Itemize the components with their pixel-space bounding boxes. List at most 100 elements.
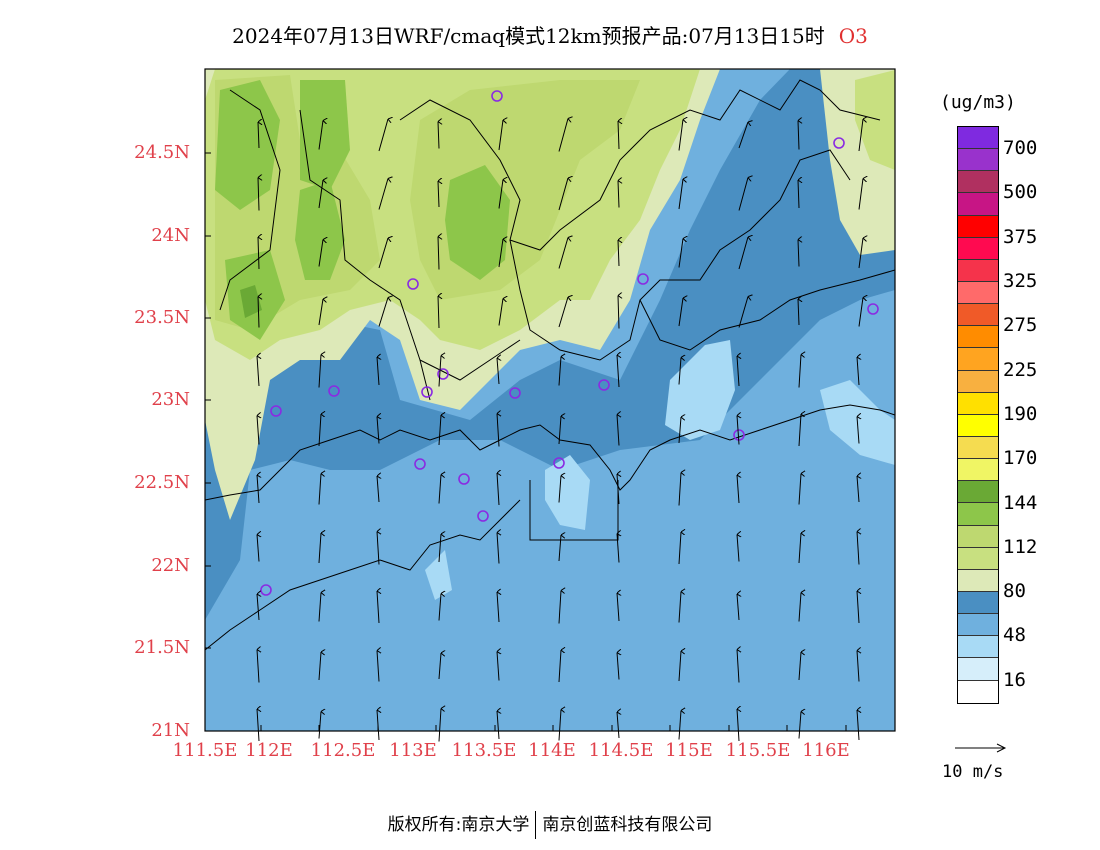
colorbar-label: 325 xyxy=(1003,270,1038,293)
wind-vector xyxy=(318,240,323,267)
lon-label-115.5: 115.5E xyxy=(725,740,791,761)
wind-vector xyxy=(438,653,441,680)
colorbar-swatch xyxy=(958,326,998,349)
wind-vector xyxy=(736,416,739,445)
wind-vector xyxy=(798,474,801,505)
colorbar-label: 112 xyxy=(1003,535,1038,558)
lon-label-112: 112E xyxy=(245,740,293,761)
wind-vector xyxy=(856,357,859,386)
colorbar-label: 225 xyxy=(1003,358,1038,381)
wind-vector xyxy=(257,237,259,270)
wind-vector xyxy=(496,358,499,385)
wind-vector xyxy=(438,534,441,563)
wind-vector xyxy=(438,709,441,742)
wind-vector xyxy=(736,535,739,562)
wind-vector xyxy=(858,119,863,152)
wind-vector xyxy=(378,179,388,210)
wind-vector xyxy=(856,532,859,565)
wind-vector xyxy=(738,237,748,270)
wind-vector xyxy=(798,533,801,564)
wind-vector xyxy=(738,122,748,149)
wind-vectors xyxy=(256,119,863,742)
colorbar-swatch xyxy=(958,547,998,570)
wind-vector xyxy=(496,652,499,681)
station-markers xyxy=(260,90,879,596)
wind-vector xyxy=(678,298,683,327)
colorbar-label: 144 xyxy=(1003,491,1038,514)
wind-vector xyxy=(257,178,259,211)
colorbar-swatch xyxy=(958,281,998,305)
colorbar-label: 700 xyxy=(1003,137,1038,160)
wind-vector xyxy=(736,475,739,504)
colorbar-label: 500 xyxy=(1003,181,1038,204)
lat-label-21: 21N xyxy=(151,720,190,741)
wind-vector xyxy=(616,653,619,680)
wind-vector xyxy=(558,416,561,445)
lon-label-112.5: 112.5E xyxy=(310,740,376,761)
lon-label-113: 113E xyxy=(389,740,437,761)
colorbar-swatch xyxy=(958,149,998,172)
colorbar xyxy=(957,126,999,704)
colorbar-swatch xyxy=(958,658,998,681)
wind-vector xyxy=(498,180,503,209)
concentration-field xyxy=(205,69,895,731)
lat-label-22: 22N xyxy=(151,555,190,576)
wind-vector xyxy=(798,355,801,388)
wind-vector xyxy=(617,181,619,208)
wind-vector xyxy=(376,591,379,624)
colorbar-swatch xyxy=(958,304,998,327)
wind-vector xyxy=(496,533,499,564)
colorbar-swatch xyxy=(958,348,998,371)
wind-vector xyxy=(256,594,259,621)
colorbar-swatch xyxy=(958,569,998,592)
wind-vector xyxy=(498,299,503,326)
wind-vector xyxy=(738,178,748,211)
colorbar-label: 375 xyxy=(1003,225,1038,248)
wind-vector xyxy=(616,712,619,739)
colorbar-swatch xyxy=(958,193,998,216)
colorbar-swatch xyxy=(958,614,998,637)
lon-label-114: 114E xyxy=(528,740,576,761)
wind-vector xyxy=(376,357,379,386)
colorbar-label: 48 xyxy=(1003,624,1026,647)
wind-vector xyxy=(438,475,441,504)
wind-vector xyxy=(376,532,379,565)
wind-vector xyxy=(617,121,619,150)
lon-label-111.5: 111.5E xyxy=(172,740,238,761)
wind-vector xyxy=(558,238,568,269)
wind-vector xyxy=(498,120,503,151)
wind-vector xyxy=(678,179,683,210)
wind-vector xyxy=(256,416,259,445)
wind-vector xyxy=(558,591,561,624)
wind-vector xyxy=(558,650,561,683)
colorbar-label: 16 xyxy=(1003,668,1026,691)
wind-vector xyxy=(678,358,681,385)
wind-vector xyxy=(856,417,859,444)
wind-vector xyxy=(678,711,681,740)
copyright-right: 南京创蓝科技有限公司 xyxy=(542,815,713,835)
colorbar-label: 190 xyxy=(1003,402,1038,425)
wind-vector xyxy=(798,652,801,681)
colorbar-label: 170 xyxy=(1003,447,1038,470)
lat-label-24.5: 24.5N xyxy=(134,142,190,163)
wind-vector xyxy=(856,710,859,741)
lon-label-114.5: 114.5E xyxy=(588,740,654,761)
lat-label-23.5: 23.5N xyxy=(134,307,190,328)
wind-vector xyxy=(318,414,321,447)
title-text: 2024年07月13日WRF/cmaq模式12km预报产品:07月13日15时 xyxy=(232,24,825,48)
coastline-outlines xyxy=(205,79,895,651)
wind-reference-arrow xyxy=(955,743,1007,753)
wind-vector xyxy=(678,473,681,506)
wind-vector xyxy=(678,592,681,623)
wind-vector xyxy=(798,712,801,739)
colorbar-swatch xyxy=(958,591,998,615)
wind-vector xyxy=(257,122,259,149)
footer-divider xyxy=(535,811,537,839)
lon-label-116: 116E xyxy=(802,740,850,761)
wind-vector xyxy=(318,652,321,681)
colorbar-swatch xyxy=(958,636,998,659)
wind-vector xyxy=(256,475,259,504)
lat-label-21.5: 21.5N xyxy=(134,637,190,658)
wind-vector xyxy=(678,651,681,682)
